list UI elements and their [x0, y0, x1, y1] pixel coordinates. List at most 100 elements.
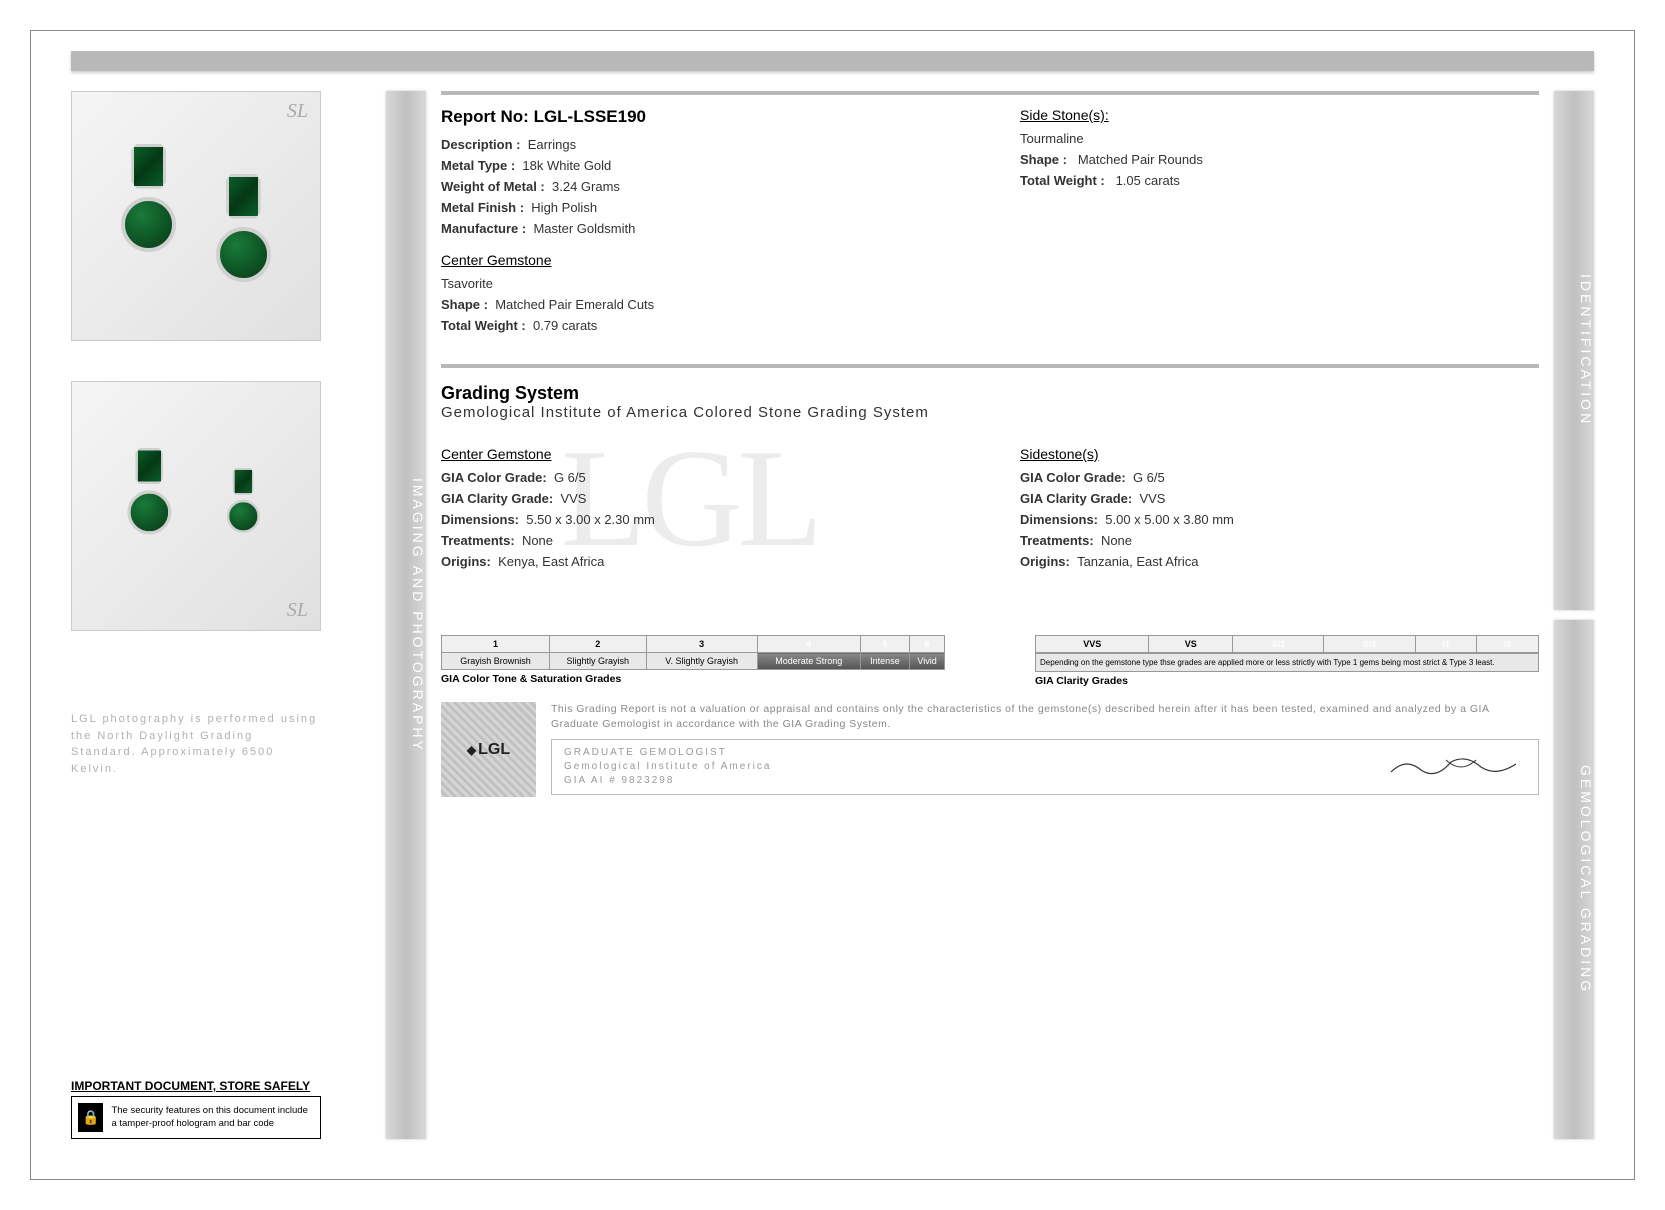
- cs-h1: 1: [442, 636, 550, 653]
- gem-line1: GRADUATE GEMOLOGIST: [564, 746, 771, 760]
- report-panel: Report No: LGL-LSSE190 Description : Ear…: [441, 91, 1539, 359]
- clarity-scale-table: VVS VS SI1 SI2 I1 I2: [1035, 635, 1539, 653]
- certificate-page: SL SL LGL photography is performed using…: [30, 30, 1635, 1180]
- cs-h3: 3: [646, 636, 757, 653]
- seal-text: LGL: [478, 741, 510, 759]
- clarity-scale-caption: GIA Clarity Grades: [1035, 675, 1539, 687]
- gs-origin-label: Origins:: [1020, 554, 1070, 569]
- center-weight-value: 0.79 carats: [533, 318, 597, 333]
- gc-clarity-value: VVS: [560, 491, 586, 506]
- grading-side-col: Sidestone(s) GIA Color Grade: G 6/5 GIA …: [1020, 446, 1539, 575]
- important-document-box: IMPORTANT DOCUMENT, STORE SAFELY 🔒 The s…: [71, 1079, 321, 1139]
- gs-dim-value: 5.00 x 5.00 x 3.80 mm: [1105, 512, 1234, 527]
- gem-line3: GIA AI # 9823298: [564, 774, 771, 788]
- cl-h1: VVS: [1036, 636, 1149, 653]
- left-column: SL SL LGL photography is performed using…: [71, 91, 371, 1139]
- gc-treat-label: Treatments:: [441, 533, 515, 548]
- signature-icon: [1386, 752, 1526, 782]
- side-shape-label: Shape :: [1020, 152, 1067, 167]
- color-scale-box: 1 2 3 4 5 6 Grayish Brownish Slightly Gr…: [441, 635, 945, 687]
- cs-l3: V. Slightly Grayish: [646, 653, 757, 670]
- gemologist-credentials: GRADUATE GEMOLOGIST Gemological Institut…: [564, 746, 771, 788]
- gc-treat-value: None: [522, 533, 553, 548]
- gc-color-value: G 6/5: [554, 470, 586, 485]
- weight-metal-value: 3.24 Grams: [552, 179, 620, 194]
- grading-side-heading: Sidestone(s): [1020, 446, 1539, 462]
- cl-h4: SI2: [1324, 636, 1415, 653]
- center-weight-label: Total Weight :: [441, 318, 526, 333]
- cs-l6: Vivid: [910, 653, 945, 670]
- gc-origin-label: Origins:: [441, 554, 491, 569]
- gs-clarity-value: VVS: [1139, 491, 1165, 506]
- metal-finish-value: High Polish: [531, 200, 597, 215]
- gc-clarity-label: GIA Clarity Grade:: [441, 491, 553, 506]
- color-scale-caption: GIA Color Tone & Saturation Grades: [441, 673, 945, 685]
- desc-label: Description :: [441, 137, 520, 152]
- product-photo-1: SL: [71, 91, 321, 341]
- gs-color-label: GIA Color Grade:: [1020, 470, 1126, 485]
- cs-l1: Grayish Brownish: [442, 653, 550, 670]
- manufacture-value: Master Goldsmith: [533, 221, 635, 236]
- hologram-seal: LGL: [441, 702, 536, 797]
- gs-treat-label: Treatments:: [1020, 533, 1094, 548]
- grading-subtitle: Gemological Institute of America Colored…: [441, 404, 1539, 421]
- gc-color-label: GIA Color Grade:: [441, 470, 547, 485]
- gs-clarity-label: GIA Clarity Grade:: [1020, 491, 1132, 506]
- cs-l5: Intense: [860, 653, 909, 670]
- side-weight-label: Total Weight :: [1020, 173, 1105, 188]
- gemologist-box: GRADUATE GEMOLOGIST Gemological Institut…: [551, 739, 1539, 795]
- cs-h4: 4: [757, 636, 860, 653]
- gc-dim-label: Dimensions:: [441, 512, 519, 527]
- right-tabs: IDENTIFICATION GEMOLOGICAL GRADING: [1554, 91, 1594, 1139]
- gs-treat-value: None: [1101, 533, 1132, 548]
- cs-h5: 5: [860, 636, 909, 653]
- report-no-label: Report No:: [441, 107, 529, 126]
- important-title: IMPORTANT DOCUMENT, STORE SAFELY: [71, 1079, 321, 1093]
- gem-line2: Gemological Institute of America: [564, 760, 771, 774]
- scale-row: 1 2 3 4 5 6 Grayish Brownish Slightly Gr…: [441, 635, 1539, 687]
- gs-dim-label: Dimensions:: [1020, 512, 1098, 527]
- photography-note: LGL photography is performed using the N…: [71, 711, 321, 777]
- cs-l2: Slightly Grayish: [550, 653, 647, 670]
- center-shape-value: Matched Pair Emerald Cuts: [495, 297, 654, 312]
- security-notice: 🔒 The security features on this document…: [71, 1096, 321, 1139]
- side-shape-value: Matched Pair Rounds: [1078, 152, 1203, 167]
- metal-finish-label: Metal Finish :: [441, 200, 524, 215]
- weight-metal-label: Weight of Metal :: [441, 179, 545, 194]
- earring-illustration: [104, 429, 288, 584]
- grading-title: Grading System: [441, 383, 1539, 404]
- cl-h3: SI1: [1233, 636, 1324, 653]
- clarity-note: Depending on the gemstone type thse grad…: [1035, 653, 1539, 672]
- manufacture-label: Manufacture :: [441, 221, 526, 236]
- footer-row: LGL This Grading Report is not a valuati…: [441, 702, 1539, 797]
- color-scale-table: 1 2 3 4 5 6 Grayish Brownish Slightly Gr…: [441, 635, 945, 670]
- gs-origin-value: Tanzania, East Africa: [1077, 554, 1198, 569]
- cl-h2: VS: [1149, 636, 1233, 653]
- product-photo-2: SL: [71, 381, 321, 631]
- cl-h5: I1: [1415, 636, 1477, 653]
- grading-center-heading: Center Gemstone: [441, 446, 960, 462]
- center-gem-heading: Center Gemstone: [441, 252, 960, 268]
- center-column: Report No: LGL-LSSE190 Description : Ear…: [441, 91, 1539, 1139]
- report-no-value: LGL-LSSE190: [534, 107, 646, 126]
- gs-color-value: G 6/5: [1133, 470, 1165, 485]
- photo-signature: SL: [287, 599, 308, 622]
- cl-h6: I2: [1477, 636, 1539, 653]
- tab-imaging: IMAGING AND PHOTOGRAPHY: [386, 91, 426, 1139]
- metal-type-value: 18k White Gold: [522, 158, 611, 173]
- report-left: Report No: LGL-LSSE190 Description : Ear…: [441, 107, 960, 339]
- clarity-scale-box: VVS VS SI1 SI2 I1 I2 Depending on the ge…: [1035, 635, 1539, 687]
- side-stone-heading: Side Stone(s):: [1020, 107, 1539, 123]
- disclaimer-text: This Grading Report is not a valuation o…: [551, 702, 1539, 731]
- center-gem-name: Tsavorite: [441, 276, 960, 291]
- security-text: The security features on this document i…: [111, 1105, 314, 1130]
- side-weight-value: 1.05 carats: [1116, 173, 1180, 188]
- side-stone-name: Tourmaline: [1020, 131, 1539, 146]
- report-right: Side Stone(s): Tourmaline Shape : Matche…: [1020, 107, 1539, 339]
- center-shape-label: Shape :: [441, 297, 488, 312]
- grading-center-col: Center Gemstone GIA Color Grade: G 6/5 G…: [441, 446, 960, 575]
- cs-h2: 2: [550, 636, 647, 653]
- lock-icon: 🔒: [78, 1103, 103, 1132]
- tab-gemological: GEMOLOGICAL GRADING: [1554, 620, 1594, 1139]
- photo-signature: SL: [287, 100, 308, 123]
